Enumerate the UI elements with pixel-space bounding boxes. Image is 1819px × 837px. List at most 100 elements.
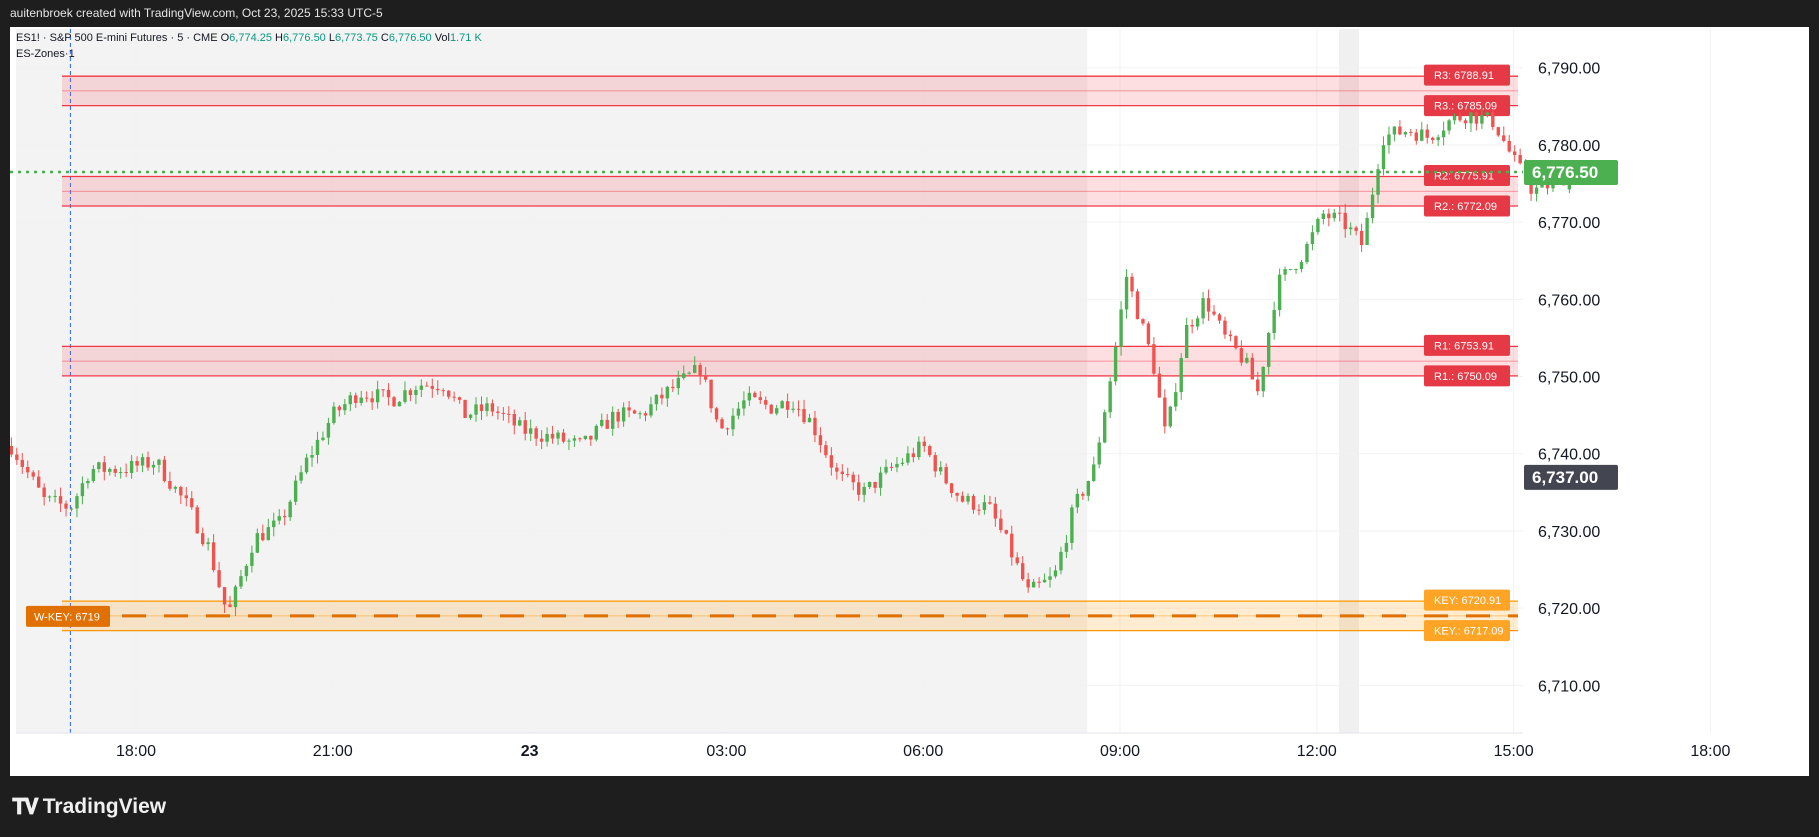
price-chart[interactable]: R3: 6788.91 R3.: 6785.09 R2: 6775.91 R2.: 6… bbox=[10, 27, 1809, 776]
candle-down bbox=[796, 408, 801, 410]
candle-down bbox=[436, 388, 440, 391]
candle-down bbox=[457, 397, 462, 400]
candle-up bbox=[468, 414, 473, 418]
candle-down bbox=[955, 493, 959, 496]
price-axis-label: 6,790.00 bbox=[1538, 61, 1600, 78]
candle-up bbox=[1119, 309, 1123, 347]
candle-down bbox=[1130, 276, 1134, 292]
tradingview-logo[interactable]: 𝐓𝐕 TradingView bbox=[12, 794, 166, 820]
candle-up bbox=[343, 404, 347, 411]
candle-down bbox=[922, 441, 926, 447]
candle-up bbox=[583, 435, 588, 439]
candle-down bbox=[758, 397, 762, 401]
zone-price-tag[interactable]: R1.: 6750.09 bbox=[1424, 365, 1510, 387]
last-price-tag[interactable]: 6,776.50 bbox=[1524, 159, 1618, 185]
candle-down bbox=[1228, 334, 1233, 337]
candle-up bbox=[731, 415, 735, 430]
candle-up bbox=[1381, 145, 1386, 170]
time-axis[interactable]: 18:00 21:00 23 03:00 06:00 09:00 12:00 15:00 18:… bbox=[116, 743, 1731, 760]
candle-up bbox=[1365, 218, 1369, 246]
candle-up bbox=[878, 472, 883, 488]
zone-price-tag-text: KEY.: 6717.09 bbox=[1434, 626, 1504, 638]
candle-up bbox=[332, 406, 336, 423]
candle-down bbox=[764, 400, 768, 405]
zone-price-tag[interactable]: R2.: 6772.09 bbox=[1424, 195, 1510, 217]
candle-up bbox=[938, 467, 943, 472]
price-axis[interactable]: 6,710.00 6,720.00 6,730.00 6,740.00 6,750.00… bbox=[1538, 61, 1600, 696]
zone-price-tag[interactable]: R3.: 6785.09 bbox=[1424, 95, 1510, 117]
candle-up bbox=[884, 466, 888, 473]
chart-legend[interactable]: ES1! · S&P 500 E-mini Futures · 5 · CME … bbox=[16, 32, 482, 60]
candle-up bbox=[774, 408, 779, 414]
candle-up bbox=[742, 400, 746, 409]
zone-price-tag[interactable]: KEY: 6720.91 bbox=[1424, 589, 1510, 611]
crosshair-price-tag[interactable]: 6,737.00 bbox=[1524, 464, 1618, 490]
candle-down bbox=[282, 516, 287, 518]
price-axis-label: 6,730.00 bbox=[1538, 524, 1600, 541]
candle-down bbox=[873, 481, 877, 488]
candle-up bbox=[687, 372, 691, 374]
legend-h-label: H bbox=[275, 32, 283, 44]
legend-h-value: 6,776.50 bbox=[283, 32, 329, 44]
price-axis-label: 6,760.00 bbox=[1538, 292, 1600, 309]
candle-up bbox=[1070, 507, 1074, 543]
candle-down bbox=[1250, 357, 1254, 380]
candle-down bbox=[430, 386, 434, 389]
candle-up bbox=[1064, 542, 1069, 552]
last-price-tag-bg bbox=[1524, 159, 1618, 185]
candle-up bbox=[1452, 115, 1457, 121]
candle-up bbox=[91, 469, 96, 481]
candle-up bbox=[1469, 112, 1473, 124]
candle-down bbox=[851, 474, 855, 483]
weekly-key-label[interactable]: W-KEY: 6719 bbox=[26, 605, 110, 627]
candle-down bbox=[20, 459, 24, 467]
candle-down bbox=[1212, 311, 1216, 315]
candle-down bbox=[1157, 373, 1162, 398]
legend-l-label: L bbox=[329, 32, 335, 44]
legend-vol-value: 1.71 K bbox=[450, 32, 482, 44]
candle-up bbox=[1283, 269, 1287, 275]
zone-price-tag[interactable]: KEY.: 6717.09 bbox=[1424, 620, 1510, 642]
candle-up bbox=[676, 378, 680, 389]
candle-up bbox=[129, 460, 134, 473]
zone-price-tag-bg bbox=[1424, 589, 1510, 611]
candle-down bbox=[135, 460, 139, 466]
legend-c-label: C bbox=[381, 32, 389, 44]
zone-price-tag[interactable]: R3: 6788.91 bbox=[1424, 64, 1510, 86]
candle-up bbox=[1436, 137, 1440, 140]
candle-up bbox=[1348, 227, 1353, 230]
candle-up bbox=[1316, 218, 1320, 233]
price-axis-label: 6,720.00 bbox=[1538, 601, 1600, 618]
crosshair-price-tag-text: 6,737.00 bbox=[1532, 468, 1598, 487]
candle-down bbox=[632, 410, 637, 414]
candle-down bbox=[1343, 212, 1347, 230]
chart-frame[interactable]: R3: 6788.91 R3.: 6785.09 R2: 6775.91 R2.: 6… bbox=[10, 27, 1809, 776]
candle-up bbox=[736, 408, 741, 416]
zone-price-tag[interactable]: R2: 6775.91 bbox=[1424, 165, 1510, 187]
candle-up bbox=[1102, 412, 1107, 443]
candle-down bbox=[589, 435, 593, 440]
candle-down bbox=[184, 495, 188, 499]
candle-down bbox=[813, 417, 817, 436]
zone-price-tag-text: KEY: 6720.91 bbox=[1434, 595, 1501, 607]
candle-up bbox=[272, 520, 276, 528]
legend-symbol: ES1! · S&P 500 E-mini Futures · 5 · CME bbox=[16, 32, 221, 44]
candle-up bbox=[250, 552, 254, 566]
candle-down bbox=[928, 446, 932, 456]
zone-price-tag-bg bbox=[1424, 365, 1510, 387]
candle-up bbox=[80, 483, 85, 497]
zone-price-tag-bg bbox=[1424, 620, 1510, 642]
zone-price-tag-bg bbox=[1424, 165, 1510, 187]
candle-down bbox=[889, 466, 894, 468]
candle-down bbox=[1409, 131, 1413, 133]
crosshair-price-tag-bg bbox=[1524, 464, 1618, 490]
candle-up bbox=[747, 392, 752, 401]
attribution-text: auitenbroek created with TradingView.com… bbox=[10, 6, 383, 20]
candle-down bbox=[102, 462, 106, 472]
candle-up bbox=[304, 457, 309, 473]
candle-up bbox=[118, 472, 123, 474]
zone-price-tag[interactable]: R1: 6753.91 bbox=[1424, 334, 1510, 356]
legend-indicator: ES-Zones·1 bbox=[16, 48, 75, 60]
candle-up bbox=[299, 472, 303, 481]
candle-down bbox=[1545, 181, 1550, 189]
